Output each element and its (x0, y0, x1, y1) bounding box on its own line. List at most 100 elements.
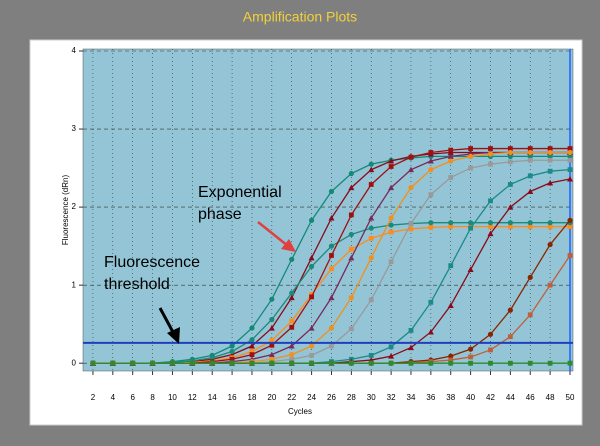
x-tick-label: 46 (526, 393, 535, 402)
annotation: phase (198, 206, 242, 223)
x-tick-label: 38 (446, 393, 455, 402)
marker (488, 198, 493, 204)
marker (309, 360, 314, 366)
marker (328, 188, 335, 195)
x-tick-label: 2 (91, 393, 96, 402)
marker (268, 325, 275, 331)
marker (488, 347, 493, 353)
x-tick-label: 34 (407, 393, 416, 402)
marker (527, 146, 533, 151)
marker (328, 243, 335, 249)
marker (547, 179, 554, 186)
marker (448, 353, 454, 359)
marker (308, 325, 315, 331)
marker (507, 220, 513, 226)
x-tick-label: 28 (347, 393, 356, 402)
x-tick-label: 36 (426, 393, 435, 402)
marker (289, 256, 295, 262)
marker (527, 360, 533, 366)
marker (289, 290, 295, 296)
marker (448, 357, 454, 363)
marker (388, 344, 394, 350)
marker (329, 266, 334, 272)
y-tick-label: 0 (72, 358, 77, 367)
marker (567, 360, 573, 366)
marker (388, 360, 394, 366)
marker (408, 328, 414, 333)
marker (348, 295, 354, 301)
annotation: Exponential (198, 184, 282, 201)
marker (348, 212, 354, 218)
curves (83, 146, 573, 366)
marker (448, 175, 454, 180)
marker (388, 184, 395, 191)
marker (448, 263, 454, 269)
x-tick-label: 40 (466, 393, 475, 402)
x-tick-label: 24 (307, 393, 316, 402)
marker (468, 146, 474, 151)
marker (427, 328, 434, 335)
x-tick-label: 48 (546, 393, 555, 402)
marker (467, 266, 474, 273)
marker (288, 294, 295, 301)
x-tick-label: 22 (287, 393, 296, 402)
marker (527, 220, 533, 226)
marker (488, 224, 493, 230)
marker (468, 354, 474, 360)
marker (329, 253, 334, 258)
marker (269, 296, 275, 302)
marker (368, 297, 374, 303)
marker (289, 356, 295, 362)
marker (448, 220, 454, 226)
marker (308, 343, 315, 349)
marker (248, 343, 255, 349)
marker (448, 224, 454, 230)
marker (209, 360, 215, 366)
marker (547, 146, 553, 151)
marker (329, 343, 334, 349)
marker (447, 153, 454, 159)
x-tick-label: 42 (486, 393, 495, 402)
marker (348, 231, 354, 238)
marker (388, 158, 395, 164)
marker (507, 182, 513, 187)
marker (448, 158, 454, 164)
marker (308, 254, 315, 261)
marker (567, 167, 573, 173)
marker (488, 146, 493, 151)
marker (547, 282, 553, 288)
marker (468, 220, 474, 226)
marker (448, 360, 454, 366)
marker (428, 220, 434, 226)
marker (468, 165, 474, 171)
marker (90, 360, 96, 366)
marker (150, 360, 155, 366)
x-tick-label: 6 (130, 393, 135, 402)
marker (527, 149, 533, 156)
marker (308, 217, 315, 223)
marker (368, 235, 374, 241)
marker (547, 241, 553, 248)
marker (507, 334, 513, 340)
marker (348, 170, 354, 177)
marker (229, 348, 235, 355)
marker (288, 343, 295, 349)
marker (468, 346, 474, 352)
marker (368, 352, 374, 358)
marker (329, 360, 334, 366)
x-tick-label: 12 (188, 393, 197, 402)
marker (110, 360, 116, 366)
marker (289, 360, 295, 366)
x-tick-label: 50 (566, 393, 575, 402)
marker (348, 254, 355, 261)
marker (527, 224, 533, 230)
x-tick-label: 30 (367, 393, 376, 402)
marker (289, 318, 295, 324)
marker (388, 353, 395, 359)
marker (567, 153, 573, 159)
marker (328, 215, 335, 221)
x-tick-label: 4 (111, 393, 116, 402)
marker (567, 253, 573, 258)
marker (567, 149, 573, 156)
